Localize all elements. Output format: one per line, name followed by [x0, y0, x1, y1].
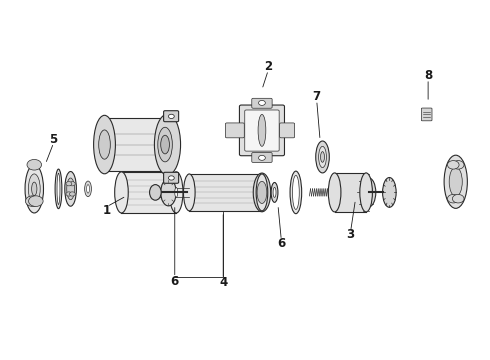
Text: 1: 1	[103, 204, 111, 217]
Circle shape	[70, 182, 75, 186]
Circle shape	[169, 114, 174, 118]
FancyBboxPatch shape	[240, 105, 285, 156]
Ellipse shape	[57, 173, 60, 204]
Circle shape	[447, 161, 459, 169]
Ellipse shape	[170, 172, 183, 213]
Text: 7: 7	[313, 90, 321, 103]
Ellipse shape	[273, 188, 276, 197]
Ellipse shape	[383, 177, 396, 207]
Ellipse shape	[444, 155, 467, 208]
FancyBboxPatch shape	[164, 172, 179, 183]
Ellipse shape	[65, 171, 76, 206]
FancyBboxPatch shape	[421, 108, 432, 121]
FancyBboxPatch shape	[164, 111, 179, 122]
Text: 5: 5	[49, 133, 58, 146]
Circle shape	[169, 176, 174, 180]
Circle shape	[28, 196, 43, 206]
Ellipse shape	[67, 178, 74, 200]
Circle shape	[25, 196, 40, 206]
FancyBboxPatch shape	[280, 123, 294, 138]
Ellipse shape	[94, 115, 116, 174]
Circle shape	[70, 192, 75, 196]
Polygon shape	[122, 172, 176, 213]
Ellipse shape	[253, 173, 270, 212]
Ellipse shape	[161, 179, 176, 206]
Circle shape	[66, 192, 72, 196]
Text: 6: 6	[277, 237, 286, 250]
Circle shape	[259, 100, 266, 105]
Ellipse shape	[361, 178, 376, 207]
FancyBboxPatch shape	[225, 123, 245, 138]
FancyBboxPatch shape	[245, 110, 279, 151]
Circle shape	[27, 159, 42, 170]
Text: 8: 8	[424, 69, 432, 82]
Ellipse shape	[160, 118, 175, 171]
Ellipse shape	[293, 175, 299, 210]
Ellipse shape	[328, 173, 341, 212]
FancyBboxPatch shape	[252, 153, 272, 162]
Ellipse shape	[258, 114, 266, 146]
Ellipse shape	[316, 141, 329, 173]
Text: 6: 6	[171, 275, 179, 288]
Ellipse shape	[154, 114, 181, 175]
Ellipse shape	[28, 174, 40, 204]
Ellipse shape	[449, 167, 462, 197]
Ellipse shape	[97, 118, 112, 171]
Circle shape	[452, 194, 464, 203]
Circle shape	[452, 161, 464, 169]
Ellipse shape	[32, 182, 37, 195]
Ellipse shape	[256, 174, 268, 211]
Circle shape	[447, 194, 459, 203]
Ellipse shape	[175, 188, 178, 197]
Ellipse shape	[271, 183, 278, 202]
Ellipse shape	[158, 127, 172, 162]
Ellipse shape	[173, 183, 180, 202]
Circle shape	[259, 156, 266, 160]
FancyBboxPatch shape	[252, 98, 272, 108]
Polygon shape	[335, 173, 366, 212]
Ellipse shape	[55, 169, 62, 209]
Ellipse shape	[360, 173, 372, 212]
Polygon shape	[104, 118, 168, 171]
Ellipse shape	[318, 146, 326, 168]
Ellipse shape	[87, 185, 90, 193]
Circle shape	[66, 182, 72, 186]
Text: 3: 3	[346, 229, 355, 242]
Ellipse shape	[183, 174, 195, 211]
Ellipse shape	[290, 171, 302, 214]
Ellipse shape	[149, 185, 161, 200]
Ellipse shape	[320, 152, 324, 162]
Text: 2: 2	[264, 60, 272, 73]
Ellipse shape	[85, 181, 92, 197]
Ellipse shape	[161, 135, 170, 154]
Text: 4: 4	[219, 276, 227, 289]
Ellipse shape	[115, 172, 128, 213]
Ellipse shape	[98, 130, 110, 159]
Ellipse shape	[257, 181, 267, 203]
Ellipse shape	[25, 165, 44, 213]
Polygon shape	[189, 174, 262, 211]
Ellipse shape	[332, 191, 337, 194]
